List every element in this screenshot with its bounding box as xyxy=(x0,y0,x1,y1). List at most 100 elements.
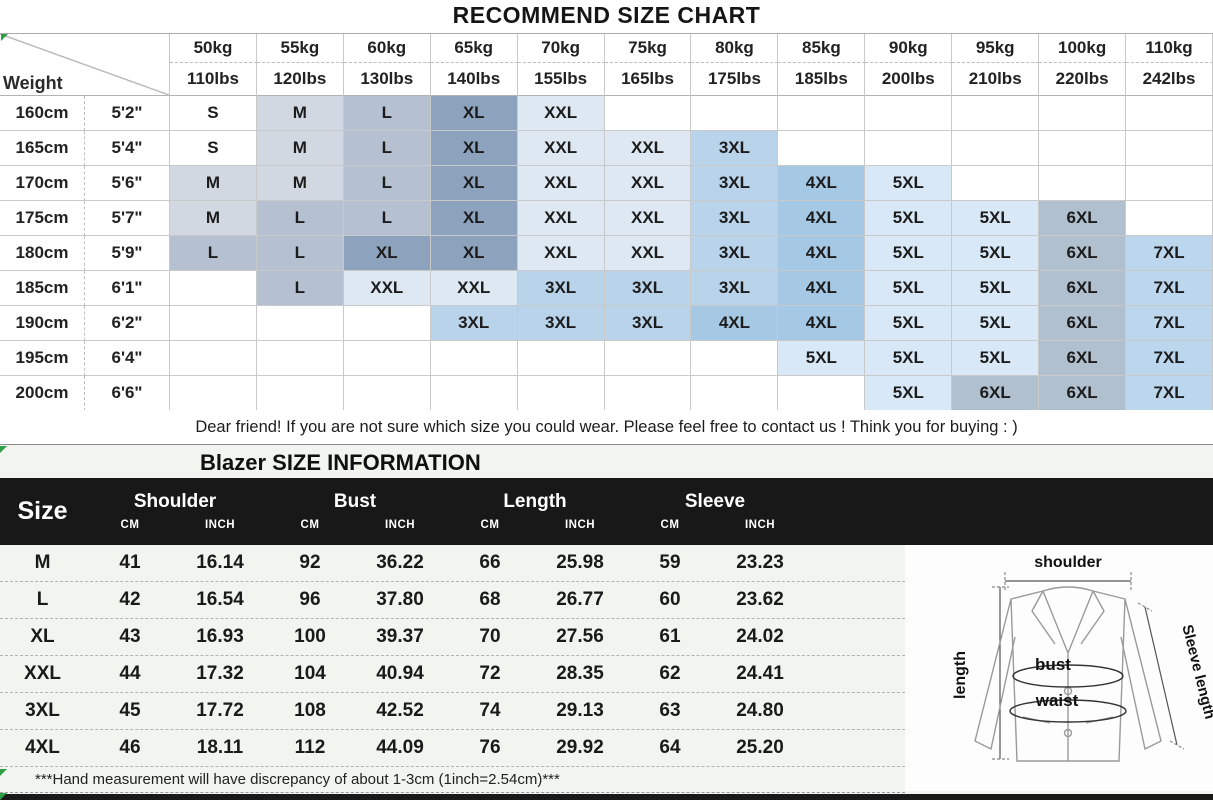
size-cell xyxy=(604,96,692,131)
size-cell: XL xyxy=(343,236,431,271)
size-cell xyxy=(691,341,779,376)
length-diagram-label: length xyxy=(952,651,969,699)
size-cell: 5XL xyxy=(865,201,953,236)
blazer-size-label: M xyxy=(34,552,51,573)
weight-lbs-header: 220lbs xyxy=(1039,63,1127,96)
size-cell: 6XL xyxy=(1039,271,1127,306)
size-cell: XXL xyxy=(517,96,605,131)
size-cell: 4XL xyxy=(691,306,779,341)
contact-note: Dear friend! If you are not sure which s… xyxy=(0,410,1213,445)
size-cell: 5XL xyxy=(952,306,1040,341)
size-cell xyxy=(256,306,344,341)
height-ft-label: 6'6" xyxy=(85,376,170,411)
bust-waist-measure-ellipses xyxy=(1009,664,1127,723)
size-cell: 6XL xyxy=(1039,306,1127,341)
size-cell: 3XL xyxy=(604,306,692,341)
size-cell: 3XL xyxy=(430,306,518,341)
size-cell xyxy=(256,376,344,411)
blazer-table-row: XXL 44 17.32 104 40.94 72 28.35 62 24.41 xyxy=(0,656,905,693)
blazer-size-label: 3XL xyxy=(25,700,60,721)
size-cell xyxy=(343,341,431,376)
shoulder-measure-line xyxy=(1004,572,1132,591)
size-cell xyxy=(1126,166,1213,201)
blazer-measure-value: 112 xyxy=(294,737,326,758)
blazer-table-row: XL 43 16.93 100 39.37 70 27.56 61 24.02 xyxy=(0,619,905,656)
size-cell: 6XL xyxy=(1039,341,1127,376)
height-cm-label: 200cm xyxy=(0,376,85,411)
size-cell: 5XL xyxy=(865,376,953,411)
size-cell: S xyxy=(170,131,257,166)
blazer-size-label: 4XL xyxy=(25,737,60,758)
blazer-measure-value: 17.72 xyxy=(196,700,244,721)
size-cell xyxy=(778,131,866,166)
blazer-measure-value: 24.80 xyxy=(736,700,784,721)
size-cell: 5XL xyxy=(952,236,1040,271)
size-cell: XXL xyxy=(517,201,605,236)
size-cell: 5XL xyxy=(865,306,953,341)
blazer-measure-value: 16.93 xyxy=(196,626,244,647)
blazer-diagram-svg: shoulder length Sleeve length xyxy=(952,554,1213,762)
weight-lbs-header: 210lbs xyxy=(952,63,1040,96)
blazer-measure-value: 72 xyxy=(479,663,501,684)
unit-cm-header: CM xyxy=(660,519,680,531)
blazer-measure-value: 108 xyxy=(294,700,326,721)
weight-kg-header: 85kg xyxy=(778,34,866,63)
size-cell: 5XL xyxy=(865,341,953,376)
size-cell: XXL xyxy=(517,166,605,201)
size-cell: 5XL xyxy=(952,341,1040,376)
size-cell: XXL xyxy=(517,131,605,166)
size-cell xyxy=(170,341,257,376)
weight-lbs-header: 110lbs xyxy=(170,63,257,96)
measurement-footnote: ***Hand measurement will have discrepanc… xyxy=(0,767,905,793)
weight-kg-header: 60kg xyxy=(343,34,431,63)
size-cell: XXL xyxy=(343,271,431,306)
size-cell: XXL xyxy=(430,271,518,306)
size-cell: L xyxy=(343,201,431,236)
blazer-measure-value: 16.14 xyxy=(196,552,244,573)
blazer-measure-value: 62 xyxy=(659,663,681,684)
height-cm-label: 175cm xyxy=(0,201,85,236)
spreadsheet-artifact-triangle xyxy=(1,34,8,41)
recommend-size-chart-table: Weight 50kg 55kg 60kg 65kg 70kg 75kg 80kg 85kg 9… xyxy=(0,33,1213,411)
size-cell: 4XL xyxy=(778,236,866,271)
size-cell: 5XL xyxy=(778,341,866,376)
size-cell xyxy=(952,166,1040,201)
size-cell: L xyxy=(256,201,344,236)
size-cell: 4XL xyxy=(778,306,866,341)
weight-kg-header: 90kg xyxy=(865,34,953,63)
size-cell: 6XL xyxy=(952,376,1040,411)
weight-kg-header: 65kg xyxy=(430,34,518,63)
weight-kg-header: 100kg xyxy=(1039,34,1127,63)
size-cell xyxy=(170,306,257,341)
size-cell xyxy=(952,131,1040,166)
size-cell: 7XL xyxy=(1126,306,1213,341)
blazer-table-row: 4XL 46 18.11 112 44.09 76 29.92 64 25.20 xyxy=(0,730,905,767)
weight-lbs-header: 185lbs xyxy=(778,63,866,96)
size-cell xyxy=(1039,131,1127,166)
blazer-measure-value: 76 xyxy=(479,737,501,758)
blazer-measure-value: 40.94 xyxy=(376,663,424,684)
size-cell xyxy=(1126,201,1213,236)
size-cell: 7XL xyxy=(1126,236,1213,271)
blazer-size-label: XXL xyxy=(24,663,61,684)
size-cell xyxy=(1039,96,1127,131)
unit-cm-header: CM xyxy=(480,519,500,531)
blazer-measure-value: 26.77 xyxy=(556,589,604,610)
blazer-measure-value: 68 xyxy=(479,589,501,610)
size-cell: 4XL xyxy=(778,201,866,236)
height-ft-label: 5'4" xyxy=(85,131,170,166)
size-cell xyxy=(343,306,431,341)
size-cell: L xyxy=(343,96,431,131)
size-cell xyxy=(1126,131,1213,166)
blazer-measure-value: 61 xyxy=(659,626,681,647)
blazer-size-label: XL xyxy=(30,626,55,647)
size-cell: 5XL xyxy=(952,271,1040,306)
size-cell: XL xyxy=(430,96,518,131)
blazer-measure-value: 59 xyxy=(659,552,681,573)
spreadsheet-artifact-triangle xyxy=(0,769,7,776)
size-cell: M xyxy=(170,166,257,201)
blazer-measure-value: 25.98 xyxy=(556,552,604,573)
size-cell: 3XL xyxy=(691,201,779,236)
weight-kg-header: 50kg xyxy=(170,34,257,63)
length-measure-line xyxy=(992,586,1009,760)
